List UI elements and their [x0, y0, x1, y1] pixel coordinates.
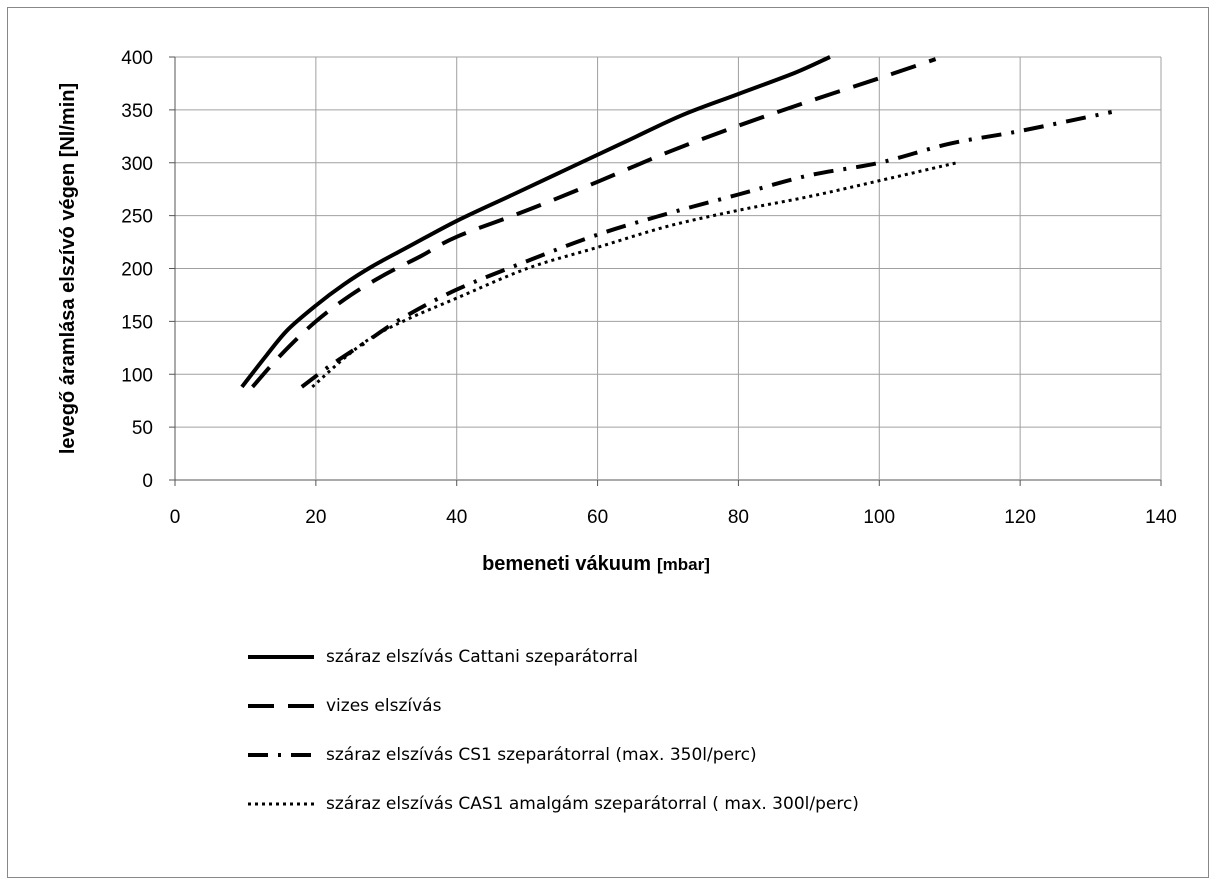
x-axis-title-unit: [mbar]	[657, 555, 710, 574]
legend-label: vizes elszívás	[326, 695, 442, 716]
legend-label: száraz elszívás CAS1 amalgám szeparátorr…	[326, 793, 859, 814]
legend-swatch-1	[248, 654, 314, 659]
x-tick-label: 100	[863, 507, 895, 528]
x-axis-title: bemeneti vákuum [mbar]	[482, 553, 710, 575]
y-tick-label: 0	[142, 471, 153, 492]
y-tick-label: 100	[121, 365, 153, 386]
y-axis-title: levegő áramlása elszívó végen [Nl/min]	[57, 83, 79, 454]
y-tick-label: 250	[121, 207, 153, 228]
x-tick-label: 40	[446, 507, 467, 528]
y-tick-label: 300	[121, 154, 153, 175]
x-tick-label: 0	[170, 507, 181, 528]
x-tick-label: 60	[587, 507, 608, 528]
series-line-1	[240, 55, 831, 389]
series-line-3	[300, 110, 1113, 389]
x-tick-label: 120	[1004, 507, 1036, 528]
legend-swatch-2	[248, 703, 314, 708]
legend-label: száraz elszívás Cattani szeparátorral	[326, 646, 639, 667]
legend-item: száraz elszívás CS1 szeparátorral (max. …	[244, 730, 859, 779]
legend-label: száraz elszívás CS1 szeparátorral (max. …	[326, 744, 757, 765]
y-tick-label: 150	[121, 312, 153, 333]
series-line-2	[251, 57, 937, 389]
legend-item: vizes elszívás	[244, 681, 859, 730]
y-tick-label: 50	[132, 418, 153, 439]
x-axis-title-main: bemeneti vákuum	[482, 553, 651, 575]
series-line-4	[311, 161, 958, 389]
legend: száraz elszívás Cattani szeparátorral viz…	[244, 632, 859, 828]
legend-swatch-3	[248, 752, 314, 757]
x-tick-labels: 0 20 40 60 80 100 120 140	[170, 507, 1177, 528]
legend-swatch-4	[248, 802, 314, 805]
y-tick-label: 350	[121, 101, 153, 122]
y-tick-labels: 0 50 100 150 200 250 300 350 400	[121, 48, 153, 492]
series-lines	[240, 55, 1113, 389]
x-tick-label: 20	[305, 507, 326, 528]
y-tick-label: 400	[121, 48, 153, 69]
x-tick-label: 140	[1145, 507, 1177, 528]
legend-item: száraz elszívás CAS1 amalgám szeparátorr…	[244, 779, 859, 828]
chart-frame	[7, 7, 1209, 878]
y-tick-label: 200	[121, 260, 153, 281]
legend-item: száraz elszívás Cattani szeparátorral	[244, 632, 859, 681]
grid-lines	[169, 56, 1162, 486]
x-tick-label: 80	[728, 507, 749, 528]
